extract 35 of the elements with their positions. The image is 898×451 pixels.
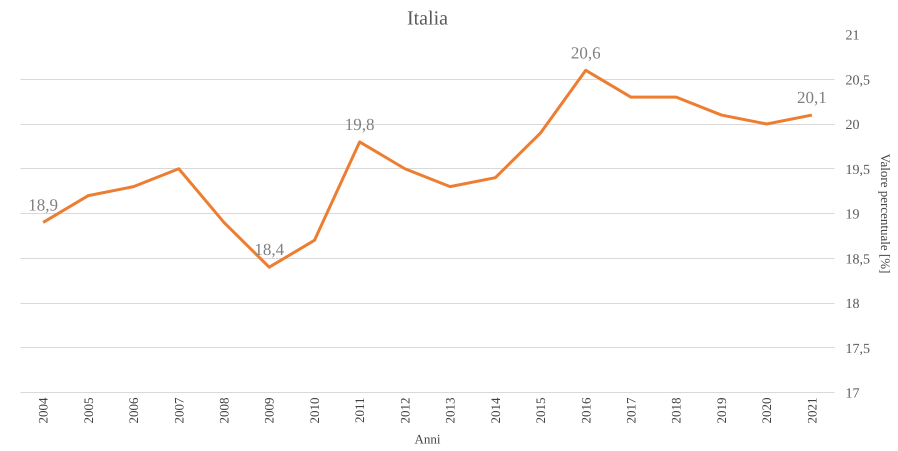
x-tick-label: 2007 bbox=[171, 397, 186, 424]
x-tick-label: 2021 bbox=[804, 398, 820, 424]
x-tick-label: 2017 bbox=[624, 397, 638, 424]
x-axis-title: Anni bbox=[414, 432, 441, 446]
data-label: 19,8 bbox=[344, 114, 375, 134]
y-tick-label: 17 bbox=[846, 386, 860, 402]
x-tick-label: 2020 bbox=[759, 398, 774, 424]
x-tick-label: 2014 bbox=[488, 397, 503, 424]
data-label: 18,4 bbox=[254, 240, 285, 260]
y-tick-label: 20,5 bbox=[846, 73, 870, 88]
x-tick-label: 2018 bbox=[668, 398, 684, 424]
y-tick-label: 19 bbox=[846, 208, 860, 222]
x-tick-label: 2008 bbox=[216, 398, 232, 424]
y-axis-title: Valore percentuale [%] bbox=[878, 154, 893, 274]
data-label: 20,6 bbox=[570, 43, 601, 62]
x-tick-label: 2009 bbox=[262, 398, 277, 424]
y-tick-label: 17,5 bbox=[846, 342, 870, 357]
data-label: 18,9 bbox=[28, 195, 58, 214]
y-tick-label: 19,5 bbox=[846, 162, 870, 178]
x-tick-label: 2010 bbox=[306, 398, 322, 424]
x-tick-label: 2019 bbox=[714, 398, 729, 424]
y-tick-label: 20 bbox=[846, 118, 860, 133]
x-tick-label: 2004 bbox=[36, 397, 51, 424]
x-tick-label: 2012 bbox=[397, 398, 412, 424]
x-tick-label: 2016 bbox=[578, 397, 594, 424]
y-tick-label: 18,5 bbox=[846, 252, 870, 268]
y-tick-label: 21 bbox=[846, 28, 860, 44]
y-tick-label: 18 bbox=[846, 297, 860, 312]
x-tick-label: 2011 bbox=[352, 397, 368, 424]
x-tick-label: 2006 bbox=[126, 397, 142, 424]
x-tick-label: 2005 bbox=[80, 398, 96, 424]
chart-title: Italia bbox=[406, 8, 448, 30]
x-tick-label: 2015 bbox=[533, 398, 548, 424]
x-tick-label: 2013 bbox=[442, 398, 458, 424]
data-label: 20,1 bbox=[797, 88, 827, 108]
